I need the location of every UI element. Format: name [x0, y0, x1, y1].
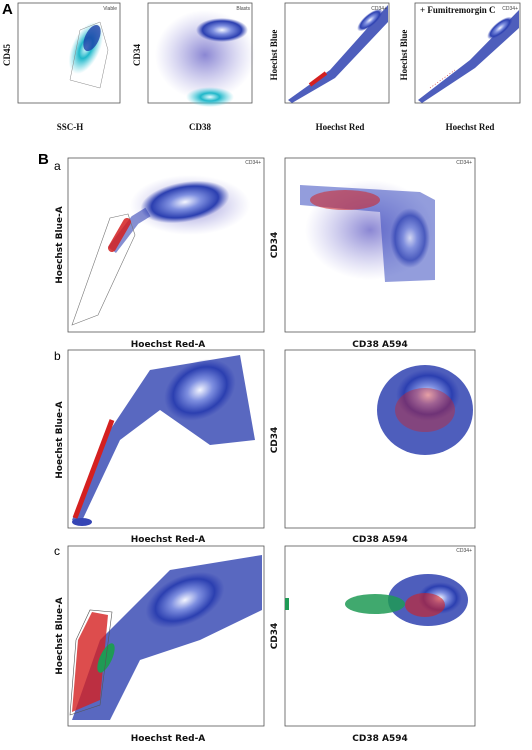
side-population	[310, 190, 380, 210]
population	[164, 359, 236, 421]
population	[145, 571, 225, 629]
gate-label: CD34+	[245, 160, 261, 166]
x-axis-label: Hoechst Red-A	[131, 734, 206, 744]
population	[418, 10, 519, 103]
gate	[69, 21, 109, 89]
gate-label: CD34+	[456, 548, 472, 554]
population	[140, 180, 230, 224]
y-axis-label: CD45	[2, 44, 12, 66]
gate	[69, 609, 113, 716]
side-population	[108, 218, 131, 252]
x-axis-label: Hoechst Red	[316, 122, 365, 132]
x-axis-label: CD38 A594	[352, 535, 408, 545]
x-axis-label: Hoechst Red-A	[131, 340, 206, 350]
population	[285, 598, 289, 610]
y-axis-label: CD34	[270, 623, 280, 650]
y-axis-label: CD34	[132, 44, 142, 66]
side-population	[308, 71, 328, 87]
row-label: b	[54, 349, 61, 363]
plot-frame	[414, 2, 521, 104]
side-population	[429, 69, 456, 89]
y-axis-label: CD34	[270, 232, 280, 259]
gate-label: CD34+	[456, 160, 472, 166]
x-axis-label: CD38 A594	[352, 340, 408, 350]
panel-label: B	[38, 151, 49, 168]
x-axis-label: Hoechst Red-A	[131, 535, 206, 545]
plot-frame	[17, 2, 121, 104]
population	[390, 208, 430, 268]
side-population	[405, 593, 445, 617]
y-axis-label: CD34	[270, 427, 280, 454]
population	[396, 369, 460, 421]
population	[487, 16, 513, 40]
gate-label: Blasts	[236, 6, 250, 12]
y-axis-label: Hoechst Blue	[399, 30, 409, 81]
population	[196, 18, 248, 42]
y-axis-label: Hoechst Blue-A	[55, 401, 65, 479]
gate-label: CD34+	[371, 6, 387, 12]
plot-frame	[284, 545, 476, 727]
gate-label: Viable	[103, 6, 117, 12]
gate	[71, 213, 136, 326]
x-axis-label: Hoechst Red	[446, 122, 495, 132]
population	[345, 594, 405, 614]
population	[72, 518, 92, 526]
x-axis-label: CD38 A594	[352, 734, 408, 744]
panel-label: A	[2, 1, 13, 18]
row-label: c	[54, 544, 60, 558]
side-population	[395, 388, 455, 432]
side-population	[72, 419, 115, 519]
x-axis-label: CD38	[189, 122, 211, 132]
population	[288, 5, 388, 103]
population	[83, 24, 101, 52]
population	[186, 87, 234, 107]
plot-title: + Fumitremorgin C	[420, 5, 495, 15]
population	[357, 8, 383, 32]
side-population	[72, 612, 108, 712]
row-label: a	[54, 159, 61, 173]
y-axis-label: Hoechst Blue	[269, 30, 279, 81]
gate-label: CD34+	[502, 6, 518, 12]
y-axis-label: Hoechst Blue-A	[55, 206, 65, 284]
x-axis-label: SSC-H	[57, 122, 84, 132]
y-axis-label: Hoechst Blue-A	[55, 597, 65, 675]
